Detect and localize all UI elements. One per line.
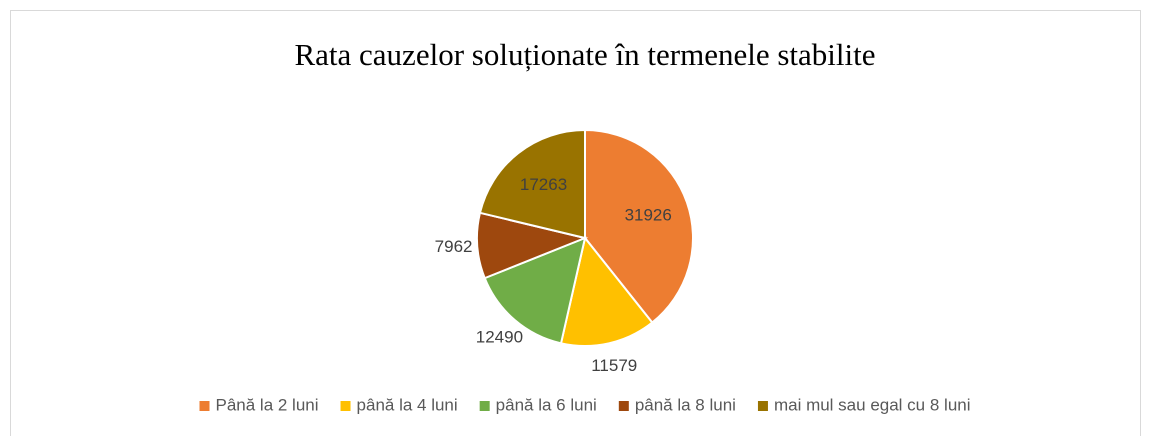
data-label: 31926 xyxy=(625,205,672,224)
legend-swatch xyxy=(199,401,210,411)
legend-label: până la 4 luni xyxy=(357,395,458,414)
pie-slice xyxy=(483,236,587,345)
legend-label: până la 8 luni xyxy=(635,395,736,414)
data-label: 17263 xyxy=(520,175,567,194)
data-label: 12490 xyxy=(476,328,523,347)
pie-slice xyxy=(559,235,654,347)
legend-label: până la 6 luni xyxy=(496,395,597,414)
data-label: 7962 xyxy=(435,237,473,256)
legend-swatch xyxy=(618,401,629,411)
pie-slice xyxy=(478,128,586,240)
data-label: 11579 xyxy=(591,356,637,375)
pie-slice xyxy=(584,128,694,324)
legend-swatch xyxy=(340,401,351,411)
legend-label: mai mul sau egal cu 8 luni xyxy=(774,395,971,414)
chart-title: Rata cauzelor soluționate în termenele s… xyxy=(294,37,875,72)
legend-swatch xyxy=(757,401,768,411)
legend-label: Până la 2 luni xyxy=(216,395,319,414)
legend-swatch xyxy=(479,401,490,411)
